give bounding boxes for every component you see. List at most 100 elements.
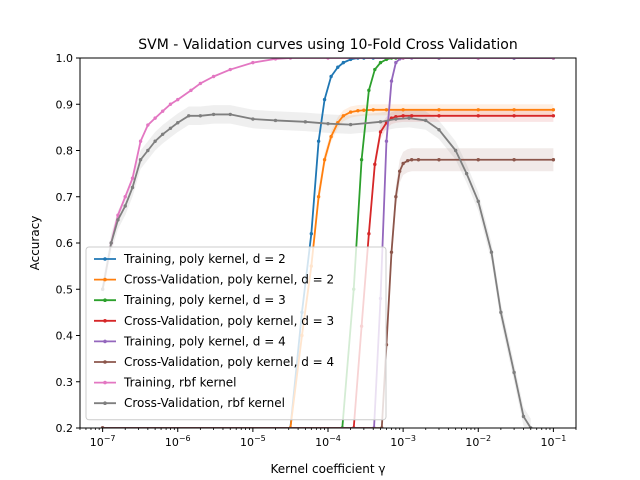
series-7-point — [453, 148, 458, 153]
y-tick-label: 0.2 — [56, 422, 74, 435]
series-0-point — [329, 74, 333, 79]
series-1-point — [362, 108, 366, 112]
x-tick-label: 10−6 — [165, 434, 191, 449]
series-7-point — [168, 126, 173, 130]
series-5-point — [405, 158, 410, 163]
series-4-point — [384, 139, 389, 143]
x-tick-label: 10−5 — [240, 434, 266, 449]
x-tick-label: 10−2 — [465, 434, 491, 449]
series-7-point — [407, 116, 411, 120]
series-6-point — [168, 102, 173, 106]
series-7-point — [476, 199, 480, 204]
series-7-point — [512, 370, 516, 375]
series-4-point — [394, 60, 398, 65]
legend-marker-0 — [103, 257, 107, 261]
series-7-point — [437, 127, 441, 132]
series-1-point — [329, 134, 333, 139]
series-7-point — [211, 112, 216, 117]
series-6-point — [146, 123, 150, 127]
x-tick-label: 10−3 — [390, 434, 416, 449]
series-0-point — [341, 60, 346, 65]
legend-marker-2 — [103, 298, 107, 303]
legend-marker-3 — [103, 319, 107, 323]
series-2-point — [367, 88, 371, 93]
series-1-point — [341, 114, 346, 118]
y-tick-label: 0.7 — [56, 191, 74, 204]
series-7-point — [146, 148, 150, 153]
series-1-point — [322, 158, 327, 162]
series-5-point — [389, 250, 394, 254]
series-3-point — [401, 114, 405, 118]
series-7-point — [160, 132, 165, 137]
series-7-point — [198, 114, 203, 118]
series-6-point — [198, 81, 203, 86]
chart-title: SVM - Validation curves using 10-Fold Cr… — [138, 37, 517, 53]
x-tick-label: 10−1 — [540, 434, 566, 449]
series-6-point — [153, 116, 157, 120]
legend-label-3: Cross-Validation, poly kernel, d = 3 — [124, 314, 334, 328]
series-2-point — [359, 158, 364, 162]
legend-marker-5 — [103, 360, 107, 364]
series-1-point — [371, 108, 375, 112]
series-6-line — [101, 58, 554, 290]
series-1-point — [401, 108, 405, 112]
legend-marker-6 — [103, 380, 107, 385]
y-tick-label: 1.0 — [56, 52, 74, 65]
series-7-point — [326, 121, 330, 126]
series-7-point — [116, 218, 120, 222]
series-7-point — [348, 122, 353, 127]
series-5-point — [397, 169, 402, 174]
series-7-point — [130, 185, 135, 190]
series-6-point — [176, 97, 180, 102]
series-7-point — [187, 114, 191, 118]
series-5-point — [512, 158, 516, 162]
series-6-point — [116, 213, 120, 217]
series-7-point — [153, 139, 157, 143]
x-axis-label: Kernel coefficient γ — [271, 462, 386, 476]
series-1-point — [551, 108, 556, 112]
series-2-point — [373, 67, 377, 72]
series-1-point — [384, 108, 389, 112]
series-7-point — [499, 310, 503, 315]
legend-label-5: Cross-Validation, poly kernel, d = 4 — [124, 355, 334, 369]
legend-label-1: Cross-Validation, poly kernel, d = 2 — [124, 273, 334, 287]
series-3-point — [409, 114, 414, 118]
series-1-point — [476, 108, 480, 112]
series-1-point — [512, 108, 516, 112]
series-7-point — [378, 120, 383, 124]
series-5-point — [401, 161, 405, 166]
series-7-point — [521, 414, 526, 419]
series-5-point — [409, 158, 414, 162]
series-0-point — [322, 97, 327, 102]
series-7-point — [424, 118, 428, 123]
legend-label-4: Training, poly kernel, d = 4 — [123, 334, 286, 348]
series-7-point — [251, 117, 255, 121]
x-tick-label: 10−4 — [315, 434, 341, 449]
series-7-point — [489, 250, 494, 254]
series-6-point — [273, 58, 278, 61]
series-7-point — [303, 120, 308, 124]
series-4-point — [389, 79, 394, 83]
series-2-point — [378, 60, 383, 65]
series-lines — [100, 58, 556, 428]
series-7-point — [176, 121, 180, 125]
series-7-point — [123, 204, 127, 208]
y-tick-label: 0.9 — [56, 98, 74, 111]
series-7-point — [394, 117, 398, 121]
series-1-point — [356, 109, 360, 113]
x-tick-label: 10−7 — [90, 434, 116, 449]
series-1-point — [437, 108, 441, 112]
series-3-point — [476, 114, 480, 118]
series-6-point — [228, 67, 232, 72]
series-3-point — [437, 114, 441, 118]
y-axis-label: Accuracy — [28, 216, 42, 271]
series-3-point — [551, 114, 556, 118]
series-3-point — [373, 162, 377, 167]
legend-label-2: Training, poly kernel, d = 3 — [123, 293, 286, 307]
series-7-point — [109, 241, 113, 245]
legend-label-7: Cross-Validation, rbf kernel — [124, 396, 285, 410]
series-6-point — [160, 109, 165, 113]
series-3-point — [367, 232, 371, 236]
series-6-point — [138, 139, 143, 143]
